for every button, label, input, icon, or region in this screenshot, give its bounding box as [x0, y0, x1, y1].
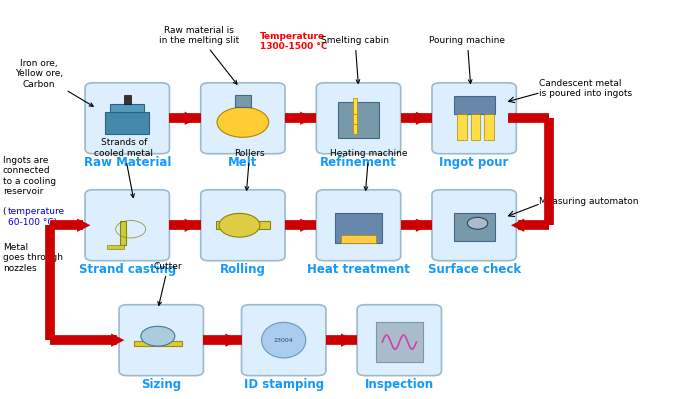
Text: (: ( — [3, 207, 6, 216]
Text: Strand casting: Strand casting — [79, 263, 176, 276]
Bar — [338, 103, 379, 138]
Text: Inspection: Inspection — [365, 378, 434, 391]
Bar — [454, 97, 494, 114]
Bar — [335, 213, 382, 243]
Circle shape — [219, 213, 260, 237]
Text: Pouring machine: Pouring machine — [430, 36, 505, 83]
Text: Ingots are
connected
to a cooling
reservoir: Ingots are connected to a cooling reserv… — [3, 156, 56, 196]
Bar — [484, 114, 494, 140]
FancyBboxPatch shape — [357, 305, 441, 375]
Text: Iron ore,
Yellow ore,
Carbon: Iron ore, Yellow ore, Carbon — [15, 59, 93, 106]
Text: Rolling: Rolling — [220, 263, 266, 276]
Text: Metal
goes through
nozzles: Metal goes through nozzles — [3, 243, 63, 273]
Text: Heat treatment: Heat treatment — [307, 263, 410, 276]
Bar — [235, 95, 251, 107]
Text: Candescent metal
is poured into ingots: Candescent metal is poured into ingots — [539, 79, 632, 98]
Bar — [471, 114, 480, 140]
Bar — [105, 113, 149, 134]
FancyBboxPatch shape — [85, 190, 169, 261]
Circle shape — [217, 107, 268, 137]
FancyBboxPatch shape — [201, 190, 285, 261]
Bar — [454, 213, 494, 241]
Bar — [120, 221, 126, 245]
Bar — [457, 114, 466, 140]
Text: Raw Material: Raw Material — [83, 156, 171, 169]
Text: Heating machine: Heating machine — [330, 149, 408, 190]
Text: Raw material is
in the melting slit: Raw material is in the melting slit — [158, 26, 239, 84]
Bar — [353, 109, 357, 124]
FancyBboxPatch shape — [316, 190, 401, 261]
Bar — [342, 235, 376, 243]
Text: Sizing: Sizing — [141, 378, 181, 391]
Bar — [216, 221, 270, 229]
FancyBboxPatch shape — [242, 305, 326, 375]
Text: Strands of
cooled metal: Strands of cooled metal — [94, 138, 153, 198]
Text: Smelting cabin: Smelting cabin — [321, 36, 389, 83]
Text: Measuring automaton: Measuring automaton — [539, 197, 639, 206]
FancyBboxPatch shape — [119, 305, 204, 375]
Text: ID stamping: ID stamping — [244, 378, 324, 391]
Text: Surface check: Surface check — [428, 263, 520, 276]
Text: Rollers: Rollers — [234, 149, 265, 190]
Text: Melt: Melt — [228, 156, 257, 169]
FancyBboxPatch shape — [432, 83, 516, 154]
Bar — [376, 322, 423, 362]
Bar — [353, 118, 357, 134]
FancyBboxPatch shape — [316, 83, 401, 154]
Bar — [110, 105, 144, 113]
Bar — [124, 95, 130, 105]
Bar — [134, 342, 182, 346]
Circle shape — [467, 217, 488, 229]
Bar — [107, 245, 124, 249]
Text: Refinement: Refinement — [320, 156, 397, 169]
Text: temperature
60-100 °C): temperature 60-100 °C) — [8, 207, 66, 227]
Text: 23004: 23004 — [274, 338, 294, 343]
Bar — [353, 99, 357, 114]
Text: Cutter: Cutter — [154, 262, 182, 305]
Ellipse shape — [262, 322, 306, 358]
Text: Ingot pour: Ingot pour — [439, 156, 509, 169]
FancyBboxPatch shape — [85, 83, 169, 154]
FancyBboxPatch shape — [201, 83, 285, 154]
Circle shape — [141, 326, 175, 346]
Text: Temperature
1300-1500 °C: Temperature 1300-1500 °C — [260, 32, 327, 51]
FancyBboxPatch shape — [432, 190, 516, 261]
